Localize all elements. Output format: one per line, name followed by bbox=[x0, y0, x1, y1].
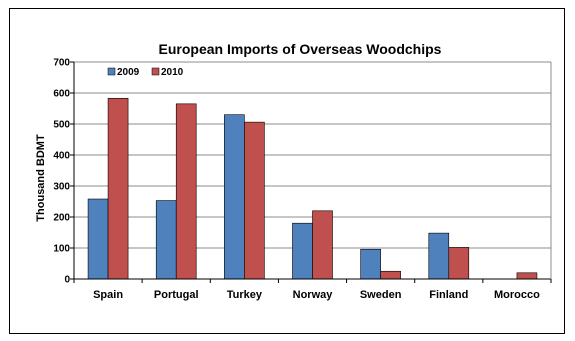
y-tick-label: 700 bbox=[53, 58, 70, 69]
bars bbox=[87, 97, 538, 280]
y-tick-label: 400 bbox=[53, 151, 70, 162]
y-tick-label: 100 bbox=[53, 244, 70, 255]
y-tick-label: 200 bbox=[53, 213, 70, 224]
bar-2010-morocco bbox=[516, 272, 538, 280]
legend: 2009 2010 bbox=[107, 67, 184, 78]
x-category-label: Morocco bbox=[494, 289, 540, 301]
legend-swatch-2010 bbox=[151, 67, 160, 76]
x-category-label: Norway bbox=[293, 289, 334, 301]
y-axis-label: Thousand BDMT bbox=[35, 134, 47, 222]
y-tick-label: 600 bbox=[53, 89, 70, 100]
bar-2009-finland bbox=[428, 232, 450, 280]
x-category-label: Turkey bbox=[227, 289, 263, 301]
bar-2010-sweden bbox=[380, 270, 401, 280]
x-category-label: Sweden bbox=[360, 289, 402, 301]
chart-title: European Imports of Overseas Woodchips bbox=[159, 41, 442, 57]
bar-2009-norway bbox=[292, 222, 313, 280]
bar-2010-spain bbox=[107, 97, 129, 280]
x-category-label: Spain bbox=[93, 289, 123, 301]
bar-2010-portugal bbox=[175, 103, 197, 280]
y-tick-label: 500 bbox=[53, 120, 70, 131]
y-tick-labels: 0 100 200 300 400 500 600 700 bbox=[53, 58, 70, 286]
bar-2009-portugal bbox=[155, 200, 177, 280]
gridlines bbox=[74, 61, 551, 249]
x-category-label: Finland bbox=[429, 289, 468, 301]
bar-2010-finland bbox=[448, 247, 470, 280]
bar-2009-turkey bbox=[224, 114, 245, 280]
legend-label-2010: 2010 bbox=[161, 67, 184, 78]
legend-label-2009: 2009 bbox=[117, 67, 140, 78]
y-tick-label: 300 bbox=[53, 182, 70, 193]
x-category-labels: Spain Portugal Turkey Norway Sweden Finland Mo… bbox=[93, 289, 540, 301]
legend-swatch-2009 bbox=[107, 67, 116, 76]
axes bbox=[70, 61, 552, 283]
bar-2010-norway bbox=[312, 210, 333, 280]
bar-2010-turkey bbox=[244, 121, 265, 280]
x-category-label: Portugal bbox=[154, 289, 199, 301]
bar-2009-spain bbox=[87, 198, 109, 280]
bar-2009-sweden bbox=[360, 248, 381, 280]
y-tick-label: 0 bbox=[64, 275, 70, 286]
